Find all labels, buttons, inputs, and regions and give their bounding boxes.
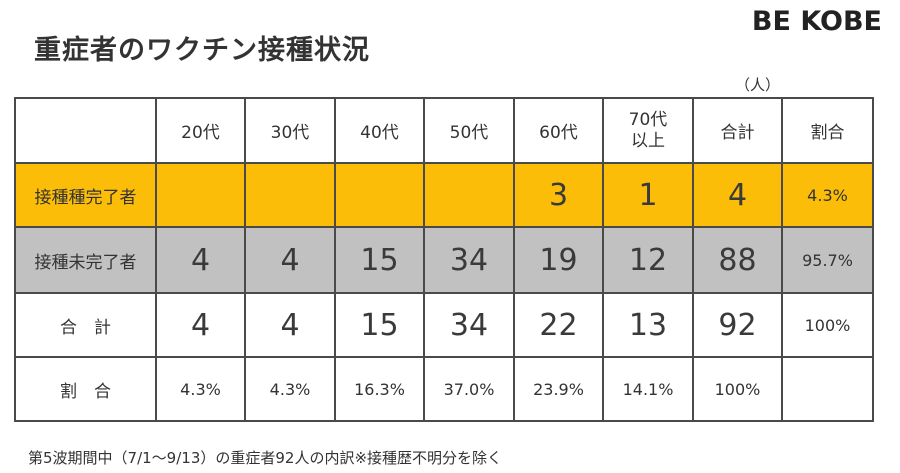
cell-70s-plus: 13 xyxy=(602,292,694,358)
brand-logo: BE KOBE xyxy=(751,6,882,37)
cell-70s-plus: 12 xyxy=(602,226,694,294)
page-title: 重症者のワクチン接種状況 xyxy=(34,35,370,66)
header-30s: 30代 xyxy=(244,97,336,164)
cell-30s: 4 xyxy=(244,292,336,358)
cell-20s xyxy=(155,162,246,228)
cell-20s: 4 xyxy=(155,226,246,294)
row-label: 割 合 xyxy=(14,356,157,422)
cell-40s xyxy=(334,162,425,228)
row-label: 接種未完了者 xyxy=(14,226,157,294)
table-row-not-vaccinated: 接種未完了者 4 4 15 34 19 12 88 95.7% xyxy=(14,226,874,294)
cell-30s xyxy=(244,162,336,228)
cell-40s: 16.3% xyxy=(334,356,425,422)
cell-ratio: 95.7% xyxy=(781,226,874,294)
cell-60s: 3 xyxy=(513,162,604,228)
header-50s: 50代 xyxy=(423,97,515,164)
unit-label: （人） xyxy=(735,76,781,94)
header-70s-line1: 70代 xyxy=(628,109,668,130)
cell-ratio: 4.3% xyxy=(781,162,874,228)
cell-30s: 4.3% xyxy=(244,356,336,422)
cell-total: 88 xyxy=(692,226,783,294)
cell-50s: 34 xyxy=(423,226,515,294)
cell-40s: 15 xyxy=(334,226,425,294)
cell-30s: 4 xyxy=(244,226,336,294)
cell-60s: 23.9% xyxy=(513,356,604,422)
cell-ratio xyxy=(781,356,874,422)
table-row-ratio: 割 合 4.3% 4.3% 16.3% 37.0% 23.9% 14.1% 10… xyxy=(14,356,874,422)
vaccination-table: 20代 30代 40代 50代 60代 70代 以上 合計 割合 接種種完了者 3… xyxy=(14,97,874,422)
cell-50s: 34 xyxy=(423,292,515,358)
cell-70s-plus: 1 xyxy=(602,162,694,228)
header-40s: 40代 xyxy=(334,97,425,164)
table-row-vaccinated: 接種種完了者 3 1 4 4.3% xyxy=(14,162,874,228)
row-label: 合 計 xyxy=(14,292,157,358)
header-total: 合計 xyxy=(692,97,783,164)
cell-total: 92 xyxy=(692,292,783,358)
cell-50s: 37.0% xyxy=(423,356,515,422)
header-row: 20代 30代 40代 50代 60代 70代 以上 合計 割合 xyxy=(14,97,874,164)
header-70s-line2: 以上 xyxy=(631,130,665,151)
header-60s: 60代 xyxy=(513,97,604,164)
row-label: 接種種完了者 xyxy=(14,162,157,228)
table-row-total: 合 計 4 4 15 34 22 13 92 100% xyxy=(14,292,874,358)
cell-ratio: 100% xyxy=(781,292,874,358)
cell-total: 100% xyxy=(692,356,783,422)
footnote: 第5波期間中（7/1〜9/13）の重症者92人の内訳※接種歴不明分を除く xyxy=(28,449,503,467)
cell-40s: 15 xyxy=(334,292,425,358)
header-corner xyxy=(14,97,157,164)
cell-20s: 4 xyxy=(155,292,246,358)
cell-20s: 4.3% xyxy=(155,356,246,422)
cell-60s: 19 xyxy=(513,226,604,294)
header-ratio: 割合 xyxy=(781,97,874,164)
cell-50s xyxy=(423,162,515,228)
cell-total: 4 xyxy=(692,162,783,228)
cell-70s-plus: 14.1% xyxy=(602,356,694,422)
cell-60s: 22 xyxy=(513,292,604,358)
header-20s: 20代 xyxy=(155,97,246,164)
header-70s-plus: 70代 以上 xyxy=(602,97,694,164)
